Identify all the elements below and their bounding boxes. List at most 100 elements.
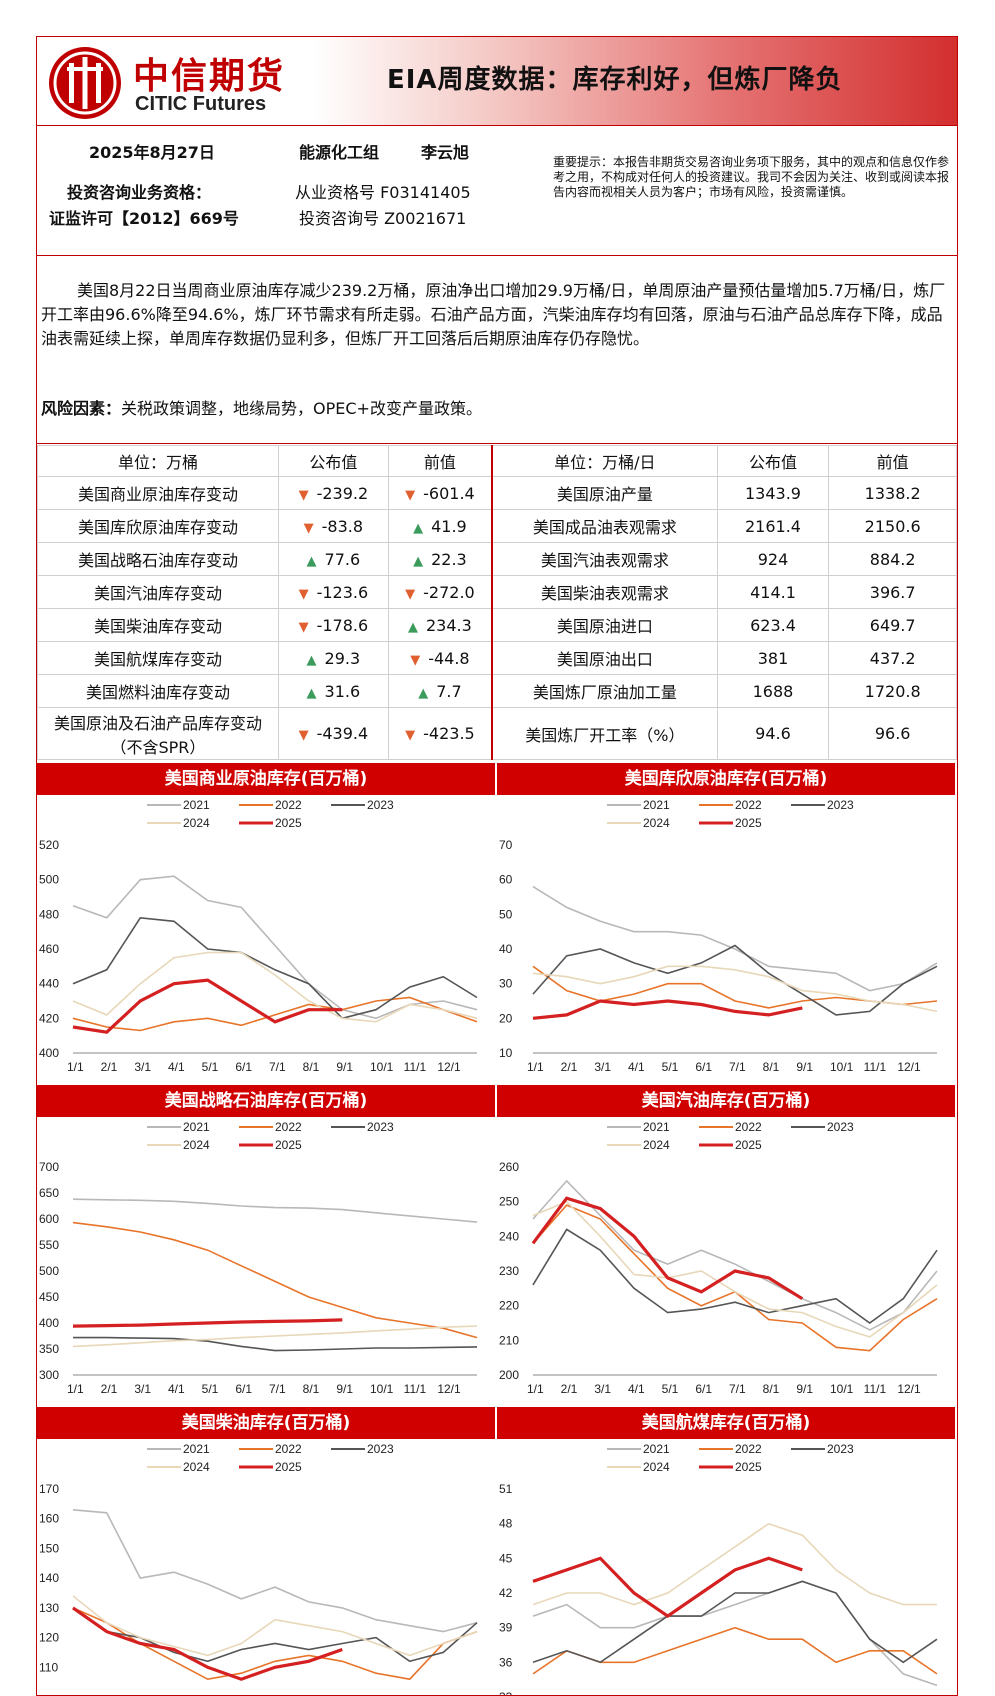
legend-entry: 2024	[643, 1138, 670, 1152]
down-triangle-icon: ▼	[405, 728, 416, 743]
up-triangle-icon: ▲	[418, 685, 429, 701]
table-value-cell: 414.1	[716, 575, 830, 609]
y-tick-label: 130	[39, 1601, 59, 1615]
legend-entry: 2025	[735, 816, 762, 830]
y-tick-label: 48	[499, 1517, 513, 1531]
down-triangle-icon: ▼	[298, 619, 309, 635]
series-line-2025	[72, 1318, 343, 1328]
legend-entry: 2024	[643, 1460, 670, 1474]
risk-factors: 风险因素：关税政策调整，地缘局势，OPEC+改变产量政策。	[41, 395, 482, 419]
legend-entry: 2025	[735, 1138, 762, 1152]
x-tick-label: 6/1	[235, 1382, 252, 1396]
legend-entry: 2023	[827, 798, 854, 812]
y-tick-label: 520	[39, 838, 59, 852]
x-tick-label: 10/1	[370, 1060, 394, 1074]
x-tick-label: 9/1	[796, 1382, 813, 1396]
x-tick-label: 8/1	[303, 1382, 320, 1396]
series-line-2023	[73, 1336, 478, 1352]
table-label-cell: 美国原油及石油产品库存变动（不含SPR）	[37, 707, 279, 760]
up-triangle-icon: ▲	[306, 553, 317, 569]
y-tick-label: 30	[499, 977, 513, 991]
x-tick-label: 6/1	[235, 1060, 252, 1074]
series-line-2023	[532, 1228, 938, 1324]
table-value-cell: ▲ 41.9	[387, 509, 493, 543]
series-line-2025	[72, 978, 343, 1034]
x-tick-label: 4/1	[628, 1060, 645, 1074]
chart-title: 美国汽油库存(百万桶)	[497, 1085, 955, 1117]
legend-entry: 2025	[275, 816, 302, 830]
x-tick-label: 12/1	[437, 1060, 461, 1074]
up-triangle-icon: ▲	[306, 652, 317, 668]
line-chart: 2021 2022 2023 2024 2025 300 350 400 450 500 550 60…	[39, 1120, 478, 1396]
x-tick-label: 7/1	[729, 1382, 746, 1396]
table-value-cell: ▼ -272.0	[387, 575, 493, 609]
qualification-label: 投资咨询业务资格：	[67, 183, 212, 202]
x-tick-label: 9/1	[796, 1060, 813, 1074]
down-triangle-icon: ▼	[410, 652, 421, 668]
table-value-cell: 96.6	[828, 707, 957, 760]
table-value-cell: 924	[716, 542, 830, 576]
table-value-cell: ▲ 77.6	[277, 542, 389, 576]
series-line-2025	[532, 999, 803, 1020]
up-triangle-icon: ▲	[413, 553, 424, 569]
table-label-cell: 美国柴油表观需求	[491, 575, 718, 609]
legend-entry: 2023	[367, 798, 394, 812]
qualification-number: 从业资格号 F03141405	[295, 183, 471, 202]
series-line-2022	[532, 1626, 938, 1675]
legend-entry: 2021	[183, 1120, 210, 1134]
table-value-cell: 381	[716, 641, 830, 675]
legend-entry: 2021	[183, 798, 210, 812]
x-tick-label: 12/1	[897, 1382, 921, 1396]
table-label-cell: 美国柴油库存变动	[37, 608, 279, 642]
y-tick-label: 400	[39, 1046, 59, 1060]
y-tick-label: 50	[499, 907, 513, 921]
table-value-cell: 2161.4	[716, 509, 830, 543]
x-tick-label: 9/1	[336, 1382, 353, 1396]
table-value-cell: ▼ -439.4	[277, 707, 389, 760]
legend-entry: 2024	[183, 816, 210, 830]
x-tick-label: 11/1	[404, 1382, 427, 1396]
x-tick-label: 1/1	[527, 1382, 544, 1396]
y-tick-label: 260	[499, 1160, 519, 1174]
x-tick-label: 3/1	[134, 1382, 151, 1396]
y-tick-label: 400	[39, 1316, 59, 1330]
x-tick-label: 2/1	[561, 1382, 578, 1396]
table-row: 美国商业原油库存变动 ▼ -239.2 ▼ -601.4 美国原油产量 1343.9 1338…	[37, 476, 957, 510]
line-chart: 2021 2022 2023 2024 2025 10 20 30 40 50 60 70 1/1 2/1…	[499, 798, 938, 1074]
series-line-2024	[532, 965, 938, 1013]
series-line-2022	[72, 996, 478, 1032]
legend-entry: 2023	[367, 1442, 394, 1456]
x-tick-label: 3/1	[594, 1382, 611, 1396]
y-tick-label: 40	[499, 942, 513, 956]
y-tick-label: 20	[499, 1011, 513, 1025]
y-tick-label: 460	[39, 942, 59, 956]
up-triangle-icon: ▲	[408, 619, 418, 635]
x-tick-label: 12/1	[897, 1060, 921, 1074]
report-meta: 2025年8月27日 能源化工组 李云旭 投资咨询业务资格： 证监许可【2012…	[37, 125, 957, 256]
logo-english-name: CITIC Futures	[135, 93, 267, 115]
table-value-cell: 1688	[716, 674, 830, 708]
legend-entry: 2021	[643, 1120, 670, 1134]
legend-entry: 2024	[643, 816, 670, 830]
table-label-cell: 美国汽油库存变动	[37, 575, 279, 609]
legend-entry: 2022	[275, 1442, 302, 1456]
x-tick-label: 10/1	[830, 1060, 854, 1074]
license-number: 证监许可【2012】669号	[49, 209, 239, 228]
table-value-cell: ▼ -423.5	[387, 707, 493, 760]
table-label-cell: 美国原油产量	[491, 476, 718, 510]
report-title: EIA周度数据：库存利好，但炼厂降负	[387, 65, 843, 95]
legend-entry: 2025	[735, 1460, 762, 1474]
down-triangle-icon: ▼	[298, 728, 309, 743]
table-value-cell: 623.4	[716, 608, 830, 642]
y-tick-label: 33	[499, 1690, 513, 1696]
table-label-cell: 美国炼厂开工率（%）	[491, 707, 718, 760]
summary-text: 美国8月22日当周商业原油库存减少239.2万桶，原油净出口增加29.9万桶/日…	[41, 281, 946, 348]
x-tick-label: 2/1	[561, 1060, 578, 1074]
series-line-2021	[72, 875, 478, 1020]
table-label-cell: 美国原油出口	[491, 641, 718, 675]
table-value-cell: ▼ -601.4	[387, 476, 493, 510]
table-header-cell: 前值	[828, 445, 957, 477]
up-triangle-icon: ▲	[413, 520, 424, 536]
table-header-cell: 前值	[387, 445, 493, 477]
y-tick-label: 420	[39, 1011, 59, 1025]
